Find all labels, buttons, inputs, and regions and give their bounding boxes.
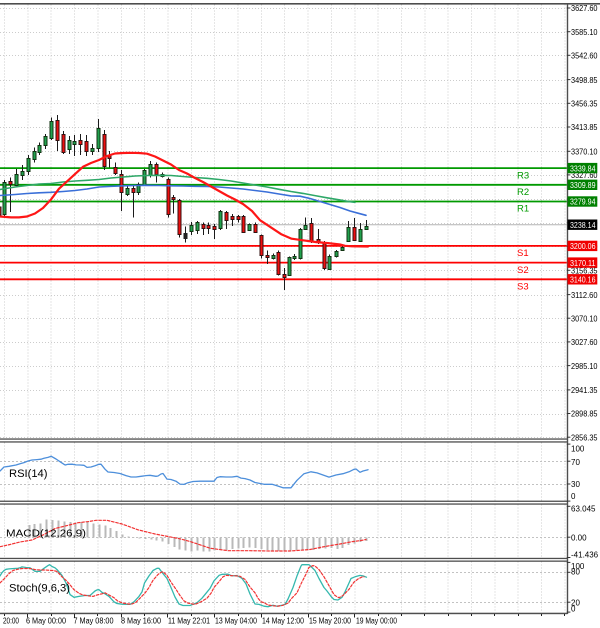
- svg-text:3156.35: 3156.35: [571, 267, 598, 276]
- svg-text:3170.11: 3170.11: [570, 259, 596, 268]
- svg-text:2941.35: 2941.35: [571, 386, 598, 395]
- svg-text:11 May 22:01: 11 May 22:01: [168, 617, 210, 626]
- svg-text:14 May 12:00: 14 May 12:00: [262, 617, 304, 626]
- svg-text:3309.89: 3309.89: [570, 181, 596, 190]
- svg-text:100: 100: [571, 445, 585, 454]
- svg-text:3413.85: 3413.85: [571, 123, 598, 132]
- svg-text:3585.10: 3585.10: [571, 28, 598, 37]
- svg-text:Stoch(9,6,3): Stoch(9,6,3): [9, 583, 70, 595]
- svg-text:3070.10: 3070.10: [571, 314, 598, 323]
- svg-text:20:00: 20:00: [3, 617, 19, 626]
- svg-text:3140.16: 3140.16: [570, 276, 596, 285]
- svg-text:0.00: 0.00: [571, 534, 587, 543]
- svg-text:30: 30: [571, 480, 580, 489]
- svg-text:63.045: 63.045: [571, 505, 596, 514]
- svg-text:MACD(12,26,9): MACD(12,26,9): [6, 528, 86, 540]
- svg-text:3542.60: 3542.60: [571, 52, 598, 61]
- svg-text:3327.60: 3327.60: [571, 171, 598, 180]
- svg-text:RSI(14): RSI(14): [9, 468, 48, 480]
- svg-text:S2: S2: [517, 265, 529, 276]
- svg-text:100: 100: [571, 562, 585, 571]
- svg-text:7 May 08:00: 7 May 08:00: [74, 617, 114, 626]
- svg-text:19 May 00:00: 19 May 00:00: [356, 617, 397, 626]
- svg-text:S3: S3: [517, 282, 529, 293]
- svg-text:3339.84: 3339.84: [570, 164, 596, 173]
- svg-text:-41.436: -41.436: [571, 551, 599, 560]
- svg-text:R3: R3: [517, 170, 529, 181]
- svg-text:3627.60: 3627.60: [571, 4, 598, 13]
- svg-text:2985.10: 2985.10: [571, 362, 598, 371]
- svg-text:13 May 04:00: 13 May 04:00: [215, 617, 257, 626]
- svg-text:0: 0: [571, 492, 576, 501]
- svg-text:2856.35: 2856.35: [571, 433, 598, 442]
- svg-text:3370.10: 3370.10: [571, 148, 598, 157]
- svg-text:2898.85: 2898.85: [571, 410, 598, 419]
- svg-text:S1: S1: [517, 248, 529, 259]
- svg-text:6 May 00:00: 6 May 00:00: [26, 617, 66, 626]
- svg-text:15 May 20:00: 15 May 20:00: [309, 617, 351, 626]
- svg-text:3112.60: 3112.60: [571, 291, 598, 300]
- svg-text:3238.14: 3238.14: [570, 221, 596, 230]
- svg-text:20: 20: [571, 598, 580, 607]
- svg-text:70: 70: [571, 458, 580, 467]
- svg-text:3498.85: 3498.85: [571, 76, 598, 85]
- svg-text:3279.94: 3279.94: [570, 198, 596, 207]
- svg-text:3456.35: 3456.35: [571, 100, 598, 109]
- svg-text:R1: R1: [517, 204, 529, 215]
- svg-text:3027.60: 3027.60: [571, 338, 598, 347]
- svg-text:3200.06: 3200.06: [570, 242, 596, 251]
- svg-text:R2: R2: [517, 187, 529, 198]
- svg-text:8 May 16:00: 8 May 16:00: [121, 617, 161, 626]
- svg-text:80: 80: [571, 568, 580, 577]
- svg-text:0: 0: [571, 605, 576, 614]
